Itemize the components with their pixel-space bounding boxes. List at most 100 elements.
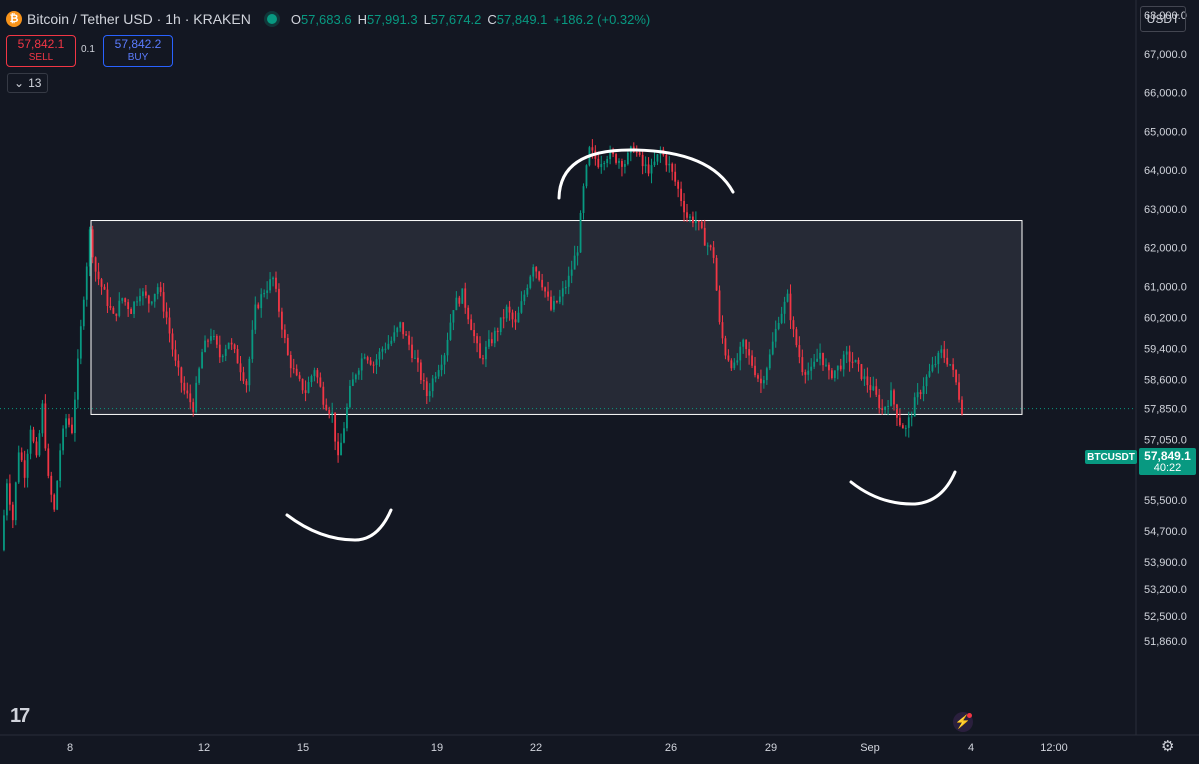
y-tick-label: 63,000.0 [1144, 204, 1187, 216]
candle-body [112, 307, 115, 314]
candle-body [718, 290, 721, 323]
candle-body [665, 155, 668, 166]
candle-body [650, 165, 653, 174]
price-axis-panel [1136, 0, 1199, 764]
range-box [90, 220, 1023, 415]
candle-body [845, 351, 848, 355]
candle-body [85, 266, 88, 300]
candle-body [452, 310, 455, 323]
candle-body [715, 257, 718, 291]
candle-body [600, 164, 603, 168]
candle-body [177, 360, 180, 368]
candle-body [431, 378, 434, 392]
candle-body [23, 460, 26, 478]
y-tick-label: 57,850.0 [1144, 404, 1187, 416]
candle-body [32, 429, 35, 442]
ohlc-change: +186.2 (+0.32%) [553, 11, 651, 27]
candle-body [109, 305, 112, 308]
candle-body [425, 381, 428, 397]
candle-body [11, 504, 14, 521]
candle-body [174, 349, 177, 361]
y-tick-label: 64,000.0 [1144, 165, 1187, 177]
candle-body [529, 276, 532, 288]
x-tick-label: 19 [431, 742, 443, 754]
candle-body [14, 482, 17, 521]
indicators-toggle[interactable]: ⌄ 13 [7, 73, 49, 93]
symbol-title[interactable]: Bitcoin / Tether USD · 1h · KRAKEN [27, 11, 251, 27]
candle-body [180, 367, 183, 383]
candle-body [204, 340, 206, 353]
candle-body [159, 287, 162, 293]
y-tick-label: 51,860.0 [1144, 636, 1187, 648]
candle-body [354, 374, 357, 380]
candle-body [913, 397, 916, 417]
candle-body [257, 304, 260, 309]
x-tick-label: 12:00 [1040, 742, 1068, 754]
sell-button[interactable]: 57,842.1 SELL [6, 35, 76, 67]
candle-body [331, 412, 334, 415]
candle-body [156, 287, 159, 294]
annotation-arc-right [849, 470, 957, 506]
candle-body [774, 328, 777, 342]
candle-body [553, 301, 555, 310]
candle-body [786, 293, 789, 302]
candle-body [804, 372, 807, 375]
x-tick-label: 26 [665, 742, 677, 754]
sell-price: 57,842.1 [17, 37, 65, 51]
market-status-icon[interactable] [266, 14, 277, 24]
candle-body [890, 390, 892, 406]
candle-body [866, 376, 869, 386]
candle-body [360, 358, 363, 371]
candle-body [910, 416, 913, 418]
candle-body [618, 160, 620, 163]
candle-body [402, 322, 405, 335]
candle-body [50, 475, 53, 495]
candle-body [597, 158, 600, 168]
candle-body [677, 181, 680, 189]
candle-body [609, 151, 612, 160]
candle-body [745, 339, 748, 350]
currency-button[interactable]: USDT [1140, 6, 1186, 32]
sell-label: SELL [28, 52, 54, 63]
candle-body [115, 313, 118, 316]
candle-body [325, 404, 328, 410]
candle-body [130, 308, 133, 314]
candle-body [952, 364, 955, 370]
candle-body [366, 357, 369, 361]
candle-body [556, 301, 558, 303]
candle-body [41, 403, 44, 434]
candle-body [754, 365, 756, 376]
gear-icon[interactable]: ⚙ [1161, 738, 1175, 755]
candle-body [603, 162, 606, 165]
candle-body [26, 453, 29, 478]
candle-body [215, 336, 218, 345]
tradingview-logo-icon[interactable]: 17 [10, 705, 30, 727]
candle-body [647, 164, 650, 174]
buy-button[interactable]: 57,842.2 BUY [103, 35, 173, 67]
candle-body [473, 329, 476, 337]
candle-body [520, 301, 523, 313]
notification-dot [967, 713, 972, 718]
x-tick-label: Sep [860, 742, 880, 754]
candle-body [523, 294, 526, 302]
candle-body [446, 339, 449, 356]
candle-body [896, 404, 898, 418]
candle-body [748, 349, 751, 356]
candle-body [931, 364, 934, 372]
candle-body [139, 296, 141, 302]
candle-body [493, 330, 496, 344]
candle-body [147, 295, 150, 304]
y-tick-label: 53,200.0 [1144, 584, 1187, 596]
candle-body [44, 403, 47, 449]
candle-body [576, 252, 579, 256]
candle-body [922, 386, 925, 395]
candle-body [653, 161, 656, 166]
candle-body [656, 154, 659, 162]
candle-body [3, 515, 5, 551]
indicators-count: 13 [28, 76, 42, 90]
candle-body [567, 275, 570, 287]
candle-body [514, 319, 517, 323]
candle-body [94, 257, 97, 272]
candle-body [839, 365, 842, 370]
